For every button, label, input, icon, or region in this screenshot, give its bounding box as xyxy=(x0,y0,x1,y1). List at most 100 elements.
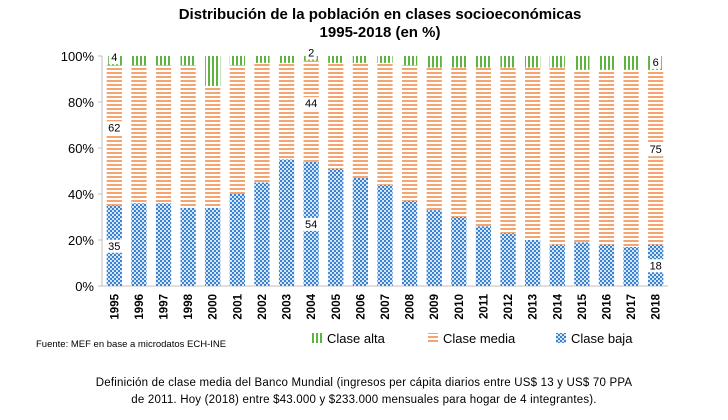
x-tick-label-2002: 2002 xyxy=(257,294,269,320)
bar-clase-baja-2010 xyxy=(451,217,467,286)
x-tick-label-2018: 2018 xyxy=(651,293,663,319)
bar-clase-alta-2011 xyxy=(475,56,492,68)
bar-clase-media-2012 xyxy=(500,67,516,234)
bar-clase-alta-2013 xyxy=(525,56,541,68)
y-tick-label: 80% xyxy=(68,95,94,110)
bar-clase-alta-2014 xyxy=(549,56,565,68)
data-label-bg xyxy=(105,239,124,253)
x-tick-label-2005: 2005 xyxy=(331,293,343,319)
legend-label-clase-media: Clase media xyxy=(443,331,516,346)
bar-clase-baja-2002 xyxy=(254,182,270,286)
bar-clase-baja-1996 xyxy=(131,203,147,286)
bar-clase-baja-1998 xyxy=(180,207,196,286)
bar-clase-alta-2008 xyxy=(401,56,418,66)
bar-clase-media-1996 xyxy=(131,65,147,204)
bar-clase-baja-2017 xyxy=(623,246,639,286)
bar-clase-media-2006 xyxy=(352,62,369,178)
bar-clase-alta-2009 xyxy=(426,56,442,68)
bars xyxy=(106,56,664,286)
legend-swatch-clase-baja xyxy=(556,333,566,343)
data-label-bg xyxy=(105,121,124,135)
bar-clase-alta-2001 xyxy=(229,56,245,66)
bar-clase-alta-2005 xyxy=(328,56,344,63)
bar-clase-media-2001 xyxy=(229,65,245,194)
bar-clase-alta-1998 xyxy=(180,56,196,66)
chart-subtitle: 1995-2018 (en %) xyxy=(319,24,441,41)
bar-clase-media-2008 xyxy=(401,65,418,201)
bar-clase-alta-2016 xyxy=(598,56,615,70)
x-tick-label-2014: 2014 xyxy=(552,293,564,319)
bar-clase-media-2013 xyxy=(525,67,541,240)
data-label-bg xyxy=(108,51,120,65)
bar-clase-media-1998 xyxy=(180,65,196,208)
data-label-bg xyxy=(302,97,321,111)
x-tick-label-1996: 1996 xyxy=(134,294,146,320)
bar-clase-media-2010 xyxy=(451,67,467,217)
bar-clase-baja-2008 xyxy=(401,200,418,286)
x-tick-label-2010: 2010 xyxy=(454,294,466,320)
data-label-2004-clase-baja: 54 xyxy=(305,219,317,231)
chart-title: Distribución de la población en clases s… xyxy=(178,6,582,23)
bar-clase-baja-2007 xyxy=(377,184,393,286)
bar-clase-baja-2006 xyxy=(352,177,369,286)
bar-clase-baja-2000 xyxy=(205,207,221,286)
bar-clase-baja-2015 xyxy=(574,242,590,286)
x-tick-label-2000: 2000 xyxy=(208,294,220,320)
bar-clase-media-2007 xyxy=(377,62,393,185)
bar-clase-alta-2000 xyxy=(205,56,221,86)
y-tick-label: 0% xyxy=(75,279,94,294)
x-tick-label-2013: 2013 xyxy=(528,294,540,320)
bar-clase-media-2018 xyxy=(648,69,664,245)
bar-clase-media-2015 xyxy=(574,69,590,243)
legend-swatch-clase-alta xyxy=(312,333,322,343)
bar-clase-baja-1997 xyxy=(155,203,172,286)
definition-note-line-2: de 2011. Hoy (2018) entre $43.000 y $233… xyxy=(131,394,597,406)
x-tick-label-2001: 2001 xyxy=(232,293,244,319)
data-label-bg xyxy=(650,55,662,69)
source-note: Fuente: MEF en base a microdatos ECH-INE xyxy=(36,339,227,350)
legend-label-clase-alta: Clase alta xyxy=(327,331,386,346)
x-tick-label-2003: 2003 xyxy=(282,294,294,320)
bar-clase-media-2000 xyxy=(205,85,221,208)
legend-label-clase-baja: Clase baja xyxy=(571,331,633,346)
x-tick-label-1998: 1998 xyxy=(183,293,195,319)
bar-clase-baja-2005 xyxy=(328,168,344,286)
y-tick-label: 60% xyxy=(68,141,94,156)
x-tick-label-1995: 1995 xyxy=(109,293,121,319)
bar-clase-alta-2003 xyxy=(278,56,295,63)
bar-clase-alta-2002 xyxy=(254,56,270,63)
data-label-1995-clase-baja: 35 xyxy=(108,241,120,253)
data-label-bg xyxy=(305,46,317,60)
data-label-bg xyxy=(646,143,665,157)
x-tick-label-2011: 2011 xyxy=(478,293,490,319)
data-labels: 4 62 35 2 44 54 6 75 18 xyxy=(105,46,665,273)
y-tick-label: 20% xyxy=(68,233,94,248)
definition-note-line-1: Definición de clase media del Banco Mund… xyxy=(95,377,633,389)
bar-clase-baja-2001 xyxy=(229,194,245,286)
bar-clase-baja-2012 xyxy=(500,233,516,286)
bar-clase-media-2002 xyxy=(254,62,270,183)
bar-clase-media-2017 xyxy=(623,69,639,247)
data-label-2018-clase-baja: 18 xyxy=(650,260,662,272)
bar-clase-media-2003 xyxy=(278,62,295,160)
x-tick-label-2009: 2009 xyxy=(429,294,441,320)
data-label-2018-clase-alta: 6 xyxy=(653,57,659,69)
y-tick-label: 100% xyxy=(61,49,95,64)
legend-swatch-clase-media xyxy=(428,333,438,343)
legend: Clase alta Clase media Clase baja xyxy=(312,331,633,346)
axes: 0% 20% 40% 60% 80% 100% 1995 1996 1997 1998 2000 20… xyxy=(61,49,668,320)
bar-clase-baja-2013 xyxy=(525,240,541,286)
bar-clase-media-2011 xyxy=(475,67,492,227)
bar-clase-media-2016 xyxy=(598,69,615,245)
data-label-2018-clase-media: 75 xyxy=(650,144,662,156)
data-label-bg xyxy=(646,259,665,273)
data-label-2004-clase-media: 44 xyxy=(305,98,317,110)
x-tick-label-2012: 2012 xyxy=(503,294,515,320)
bar-clase-alta-2006 xyxy=(352,56,369,63)
x-tick-label-2006: 2006 xyxy=(355,294,367,320)
bar-clase-alta-2012 xyxy=(500,56,516,68)
x-tick-label-2007: 2007 xyxy=(380,294,392,320)
bar-clase-baja-2003 xyxy=(278,159,295,286)
